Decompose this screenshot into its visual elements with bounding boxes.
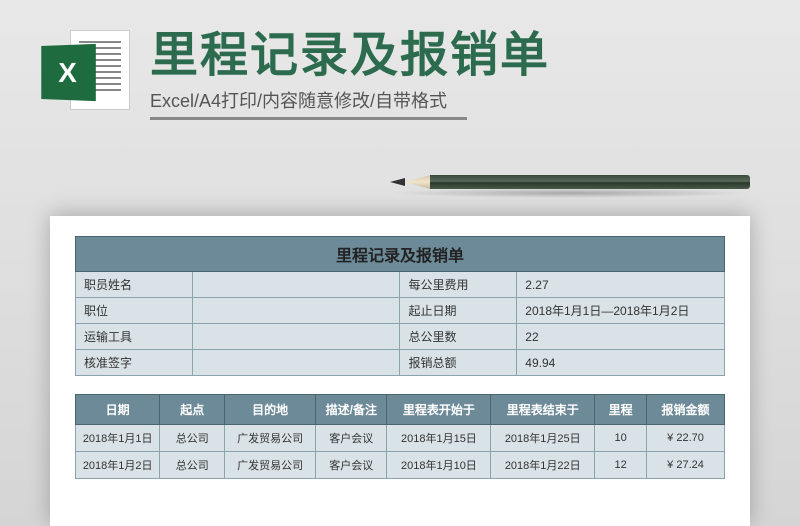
data-table: 日期起点目的地描述/备注里程表开始于里程表结束于里程报销金额 2018年1月1日…	[75, 394, 725, 479]
table-cell: 2018年1月2日	[76, 451, 160, 478]
table-cell: ¥ 22.70	[647, 424, 725, 451]
form-table: 里程记录及报销单 职员姓名 每公里费用2.27 职位 起止日期2018年1月1日—20…	[75, 236, 725, 394]
table-cell: 2018年1月1日	[76, 424, 160, 451]
main-title: 里程记录及报销单	[150, 30, 760, 83]
table-cell: 客户会议	[316, 451, 387, 478]
pencil-icon	[390, 175, 750, 189]
table-cell: 2018年1月25日	[491, 424, 595, 451]
table-cell: 客户会议	[316, 424, 387, 451]
info-value	[192, 324, 400, 350]
info-row: 运输工具 总公里数22	[76, 324, 725, 350]
info-label: 职位	[76, 298, 193, 324]
info-mid-label: 每公里费用	[400, 272, 517, 298]
table-cell: 广发贸易公司	[225, 451, 316, 478]
info-mid-label: 总公里数	[400, 324, 517, 350]
info-mid-label: 起止日期	[400, 298, 517, 324]
info-mid-value: 22	[517, 324, 725, 350]
table-cell: 总公司	[160, 424, 225, 451]
info-mid-value: 2.27	[517, 272, 725, 298]
table-cell: ¥ 27.24	[647, 451, 725, 478]
info-label: 核准签字	[76, 350, 193, 376]
table-cell: 2018年1月15日	[387, 424, 491, 451]
info-value	[192, 350, 400, 376]
info-mid-value: 2018年1月1日—2018年1月2日	[517, 298, 725, 324]
excel-badge-letter: X	[41, 44, 96, 101]
table-cell: 10	[595, 424, 647, 451]
column-header: 里程表结束于	[491, 394, 595, 424]
info-value	[192, 272, 400, 298]
info-mid-value: 49.94	[517, 350, 725, 376]
column-header: 日期	[76, 394, 160, 424]
column-header: 目的地	[225, 394, 316, 424]
table-row: 2018年1月1日总公司广发贸易公司客户会议2018年1月15日2018年1月2…	[76, 424, 725, 451]
pencil-shadow	[390, 188, 750, 198]
info-mid-label: 报销总额	[400, 350, 517, 376]
info-row: 职位 起止日期2018年1月1日—2018年1月2日	[76, 298, 725, 324]
column-header: 里程表开始于	[387, 394, 491, 424]
table-cell: 总公司	[160, 451, 225, 478]
spreadsheet-preview: 里程记录及报销单 职员姓名 每公里费用2.27 职位 起止日期2018年1月1日—20…	[50, 216, 750, 526]
info-row: 核准签字 报销总额49.94	[76, 350, 725, 376]
column-header: 报销金额	[647, 394, 725, 424]
info-row: 职员姓名 每公里费用2.27	[76, 272, 725, 298]
column-header: 起点	[160, 394, 225, 424]
header-section: X 里程记录及报销单 Excel/A4打印/内容随意修改/自带格式	[0, 0, 800, 130]
column-header: 描述/备注	[316, 394, 387, 424]
info-value	[192, 298, 400, 324]
column-header: 里程	[595, 394, 647, 424]
info-label: 职员姓名	[76, 272, 193, 298]
form-title: 里程记录及报销单	[76, 237, 725, 272]
subtitle: Excel/A4打印/内容随意修改/自带格式	[150, 87, 467, 120]
table-row: 2018年1月2日总公司广发贸易公司客户会议2018年1月10日2018年1月2…	[76, 451, 725, 478]
table-cell: 2018年1月22日	[491, 451, 595, 478]
table-cell: 2018年1月10日	[387, 451, 491, 478]
excel-icon: X	[40, 30, 130, 120]
info-label: 运输工具	[76, 324, 193, 350]
table-cell: 广发贸易公司	[225, 424, 316, 451]
table-cell: 12	[595, 451, 647, 478]
title-block: 里程记录及报销单 Excel/A4打印/内容随意修改/自带格式	[150, 30, 760, 120]
